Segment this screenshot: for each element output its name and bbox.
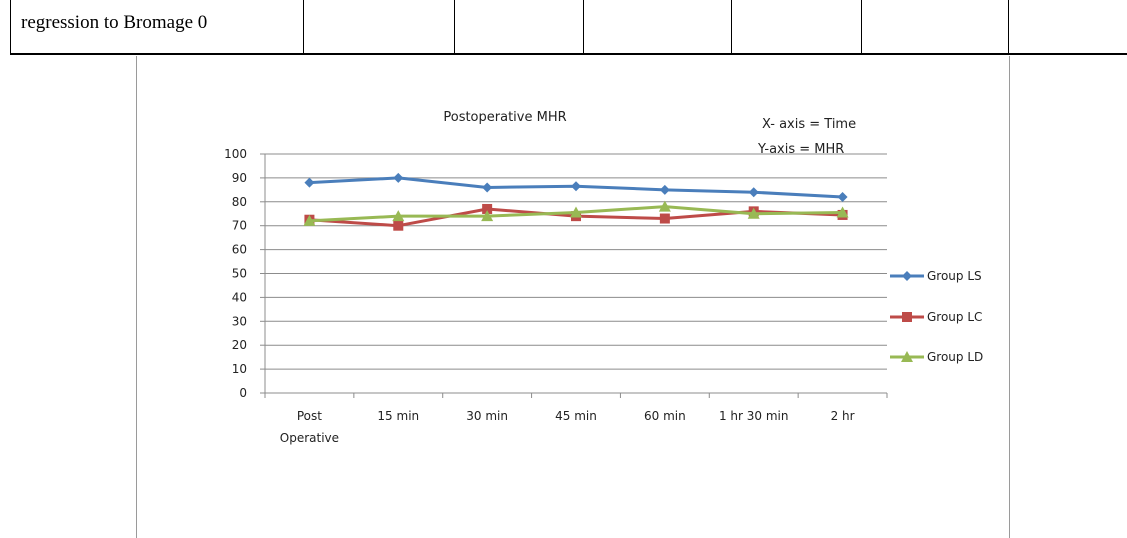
data-point-group-ls	[659, 184, 670, 195]
legend-marker-group-ld	[901, 351, 913, 362]
y-tick-label: 40	[232, 290, 247, 304]
y-tick-label: 10	[232, 362, 247, 376]
x-axis-note: X- axis = Time	[762, 117, 856, 132]
data-point-group-ls	[393, 172, 404, 183]
x-tick-label: 30 min	[466, 409, 508, 423]
data-point-group-ls	[837, 192, 848, 203]
y-tick-labels: 0 10 20 30 40 50 60 70 80 90 100	[224, 147, 247, 400]
chart-frame	[136, 56, 1010, 538]
x-tick-label: Post Operative	[280, 409, 339, 445]
x-tick-label: 2 hr	[831, 409, 855, 423]
legend-marker-group-ls	[902, 271, 912, 281]
data-point-group-ld	[303, 214, 316, 226]
legend-marker-group-lc	[902, 312, 912, 322]
y-tick-label: 100	[224, 147, 247, 161]
y-tick-label: 80	[232, 195, 247, 209]
x-tick-label: 1 hr 30 min	[719, 409, 789, 423]
table-cell-empty	[861, 0, 1008, 53]
legend: Group LS Group LC Group LD	[890, 269, 983, 364]
y-tick-label: 20	[232, 338, 247, 352]
table-cell-text: regression to Bromage 0	[21, 12, 208, 33]
table-row: regression to Bromage 0	[10, 0, 1127, 55]
y-tick-label: 30	[232, 314, 247, 328]
x-tick-label: 60 min	[644, 409, 686, 423]
x-tick-label: 45 min	[555, 409, 597, 423]
series-lines	[303, 172, 849, 231]
x-tick-labels: Post Operative 15 min 30 min 45 min 60 min 1 h…	[280, 409, 855, 445]
table-cell-empty	[454, 0, 583, 53]
y-tick-label: 90	[232, 171, 247, 185]
data-point-group-ls	[748, 187, 759, 198]
table-cell-label: regression to Bromage 0	[10, 0, 303, 53]
data-point-group-ld	[836, 206, 849, 218]
legend-label-group-lc: Group LC	[927, 310, 982, 324]
chart-title: Postoperative MHR	[443, 110, 566, 125]
y-tick-label: 0	[239, 386, 247, 400]
data-point-group-ld	[658, 200, 671, 212]
gridlines	[265, 153, 887, 370]
table-cell-empty	[731, 0, 861, 53]
legend-label-group-ld: Group LD	[927, 350, 983, 364]
y-tick-label: 60	[232, 243, 247, 257]
data-point-group-ls	[482, 182, 493, 193]
table-cell-empty	[583, 0, 731, 53]
data-point-group-ls	[304, 177, 315, 188]
data-point-group-ld	[481, 210, 494, 222]
legend-label-group-ls: Group LS	[927, 269, 982, 283]
y-tick-label: 70	[232, 219, 247, 233]
y-tick-label: 50	[232, 267, 247, 281]
data-point-group-ld	[392, 210, 405, 222]
axes	[260, 153, 888, 398]
data-point-group-ld	[570, 206, 582, 218]
document-table-row: regression to Bromage 0	[0, 0, 1127, 55]
data-point-group-lc	[482, 203, 493, 214]
data-point-group-ls	[571, 181, 581, 192]
table-cell-empty	[303, 0, 454, 53]
data-point-group-lc	[659, 213, 670, 224]
x-tick-label: 15 min	[377, 409, 419, 423]
y-axis-note: Y-axis = MHR	[757, 142, 844, 157]
table-cell-empty	[1008, 0, 1127, 53]
data-point-group-lc	[393, 220, 404, 231]
data-point-group-ld	[747, 207, 760, 219]
